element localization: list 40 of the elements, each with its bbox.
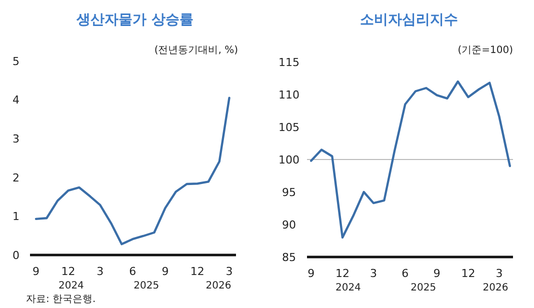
x-tick-label: 12	[61, 264, 76, 278]
x-tick-label: 12	[190, 264, 204, 278]
x-tick-label: 3	[496, 266, 503, 280]
x-tick-label: 12	[461, 266, 476, 280]
x-tick-label: 3	[226, 264, 233, 278]
x-tick-label: 6	[129, 264, 136, 278]
x-tick-label: 3	[370, 266, 377, 280]
chart-title: 소비자심리지수	[360, 12, 458, 28]
y-tick-label: 0	[12, 248, 20, 262]
text: 자료: 한국은행.	[26, 294, 96, 305]
y-tick-label: 2	[12, 171, 20, 184]
y-tick-label: 115	[278, 56, 300, 69]
y-tick-label: 95	[282, 186, 296, 199]
text: 2024	[335, 282, 361, 294]
text: 2025	[134, 280, 160, 292]
x-tick-label: 9	[32, 264, 40, 278]
chart-title: 생산자물가 상승률	[76, 12, 194, 28]
chart-subtitle: (전년동기대비, %)	[154, 45, 238, 56]
x-tick-label: 6	[402, 266, 409, 280]
y-tick-label: 3	[12, 132, 20, 146]
x-tick-label: 9	[308, 266, 315, 280]
y-tick-label: 100	[278, 153, 300, 166]
text: 2026	[482, 282, 508, 294]
line-series	[34, 96, 230, 246]
text: 2024	[58, 280, 84, 292]
y-tick-label: 90	[282, 218, 296, 232]
x-tick-label: 12	[335, 266, 350, 280]
y-tick-label: 5	[12, 54, 20, 68]
x-tick-label: 9	[162, 264, 169, 278]
x-tick-label: 3	[96, 264, 104, 278]
y-tick-label: 4	[12, 94, 20, 107]
x-tick-label: 9	[433, 266, 440, 280]
y-tick-label: 85	[282, 250, 296, 264]
chart-subtitle: (기준=100)	[458, 45, 514, 56]
y-tick-label: 110	[278, 88, 300, 102]
y-tick-label: 105	[278, 120, 300, 134]
text: 2025	[410, 282, 436, 294]
y-tick-label: 1	[12, 210, 20, 224]
text: 2026	[206, 280, 232, 292]
line-series	[310, 80, 511, 239]
